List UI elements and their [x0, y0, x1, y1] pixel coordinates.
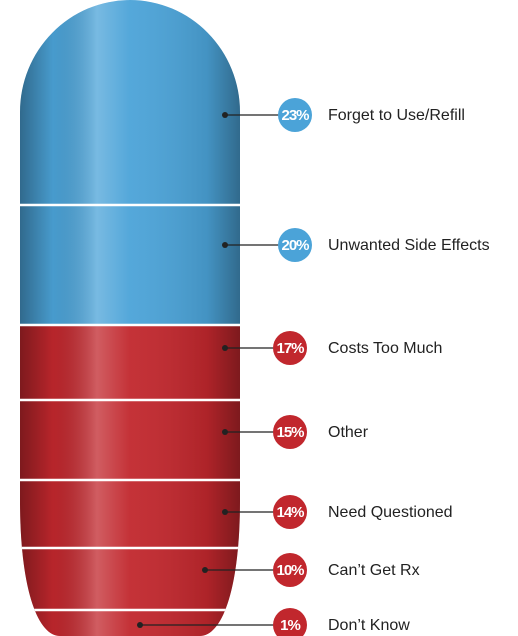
leader-dot — [222, 429, 228, 435]
percent-label: 14% — [276, 504, 304, 521]
percent-label: 20% — [281, 237, 309, 254]
category-label: Unwanted Side Effects — [328, 237, 490, 254]
percent-label: 17% — [276, 340, 304, 357]
percent-label: 23% — [281, 107, 309, 124]
category-label: Don’t Know — [328, 617, 410, 634]
leader-dot — [137, 622, 143, 628]
percent-label: 15% — [276, 424, 304, 441]
leader-dot — [202, 567, 208, 573]
pill-shading — [20, 0, 240, 636]
chart: 23% Forget to Use/Refill 20% Unwanted Side … — [0, 0, 518, 636]
category-label: Can’t Get Rx — [328, 562, 420, 579]
category-label: Costs Too Much — [328, 340, 442, 357]
pill — [0, 0, 300, 636]
category-label: Need Questioned — [328, 504, 453, 521]
leader-dot — [222, 509, 228, 515]
category-label: Forget to Use/Refill — [328, 107, 465, 124]
leader-dot — [222, 112, 228, 118]
leader-dot — [222, 345, 228, 351]
category-label: Other — [328, 424, 369, 441]
leader-dot — [222, 242, 228, 248]
percent-label: 10% — [276, 562, 304, 579]
percent-label: 1% — [280, 617, 300, 634]
